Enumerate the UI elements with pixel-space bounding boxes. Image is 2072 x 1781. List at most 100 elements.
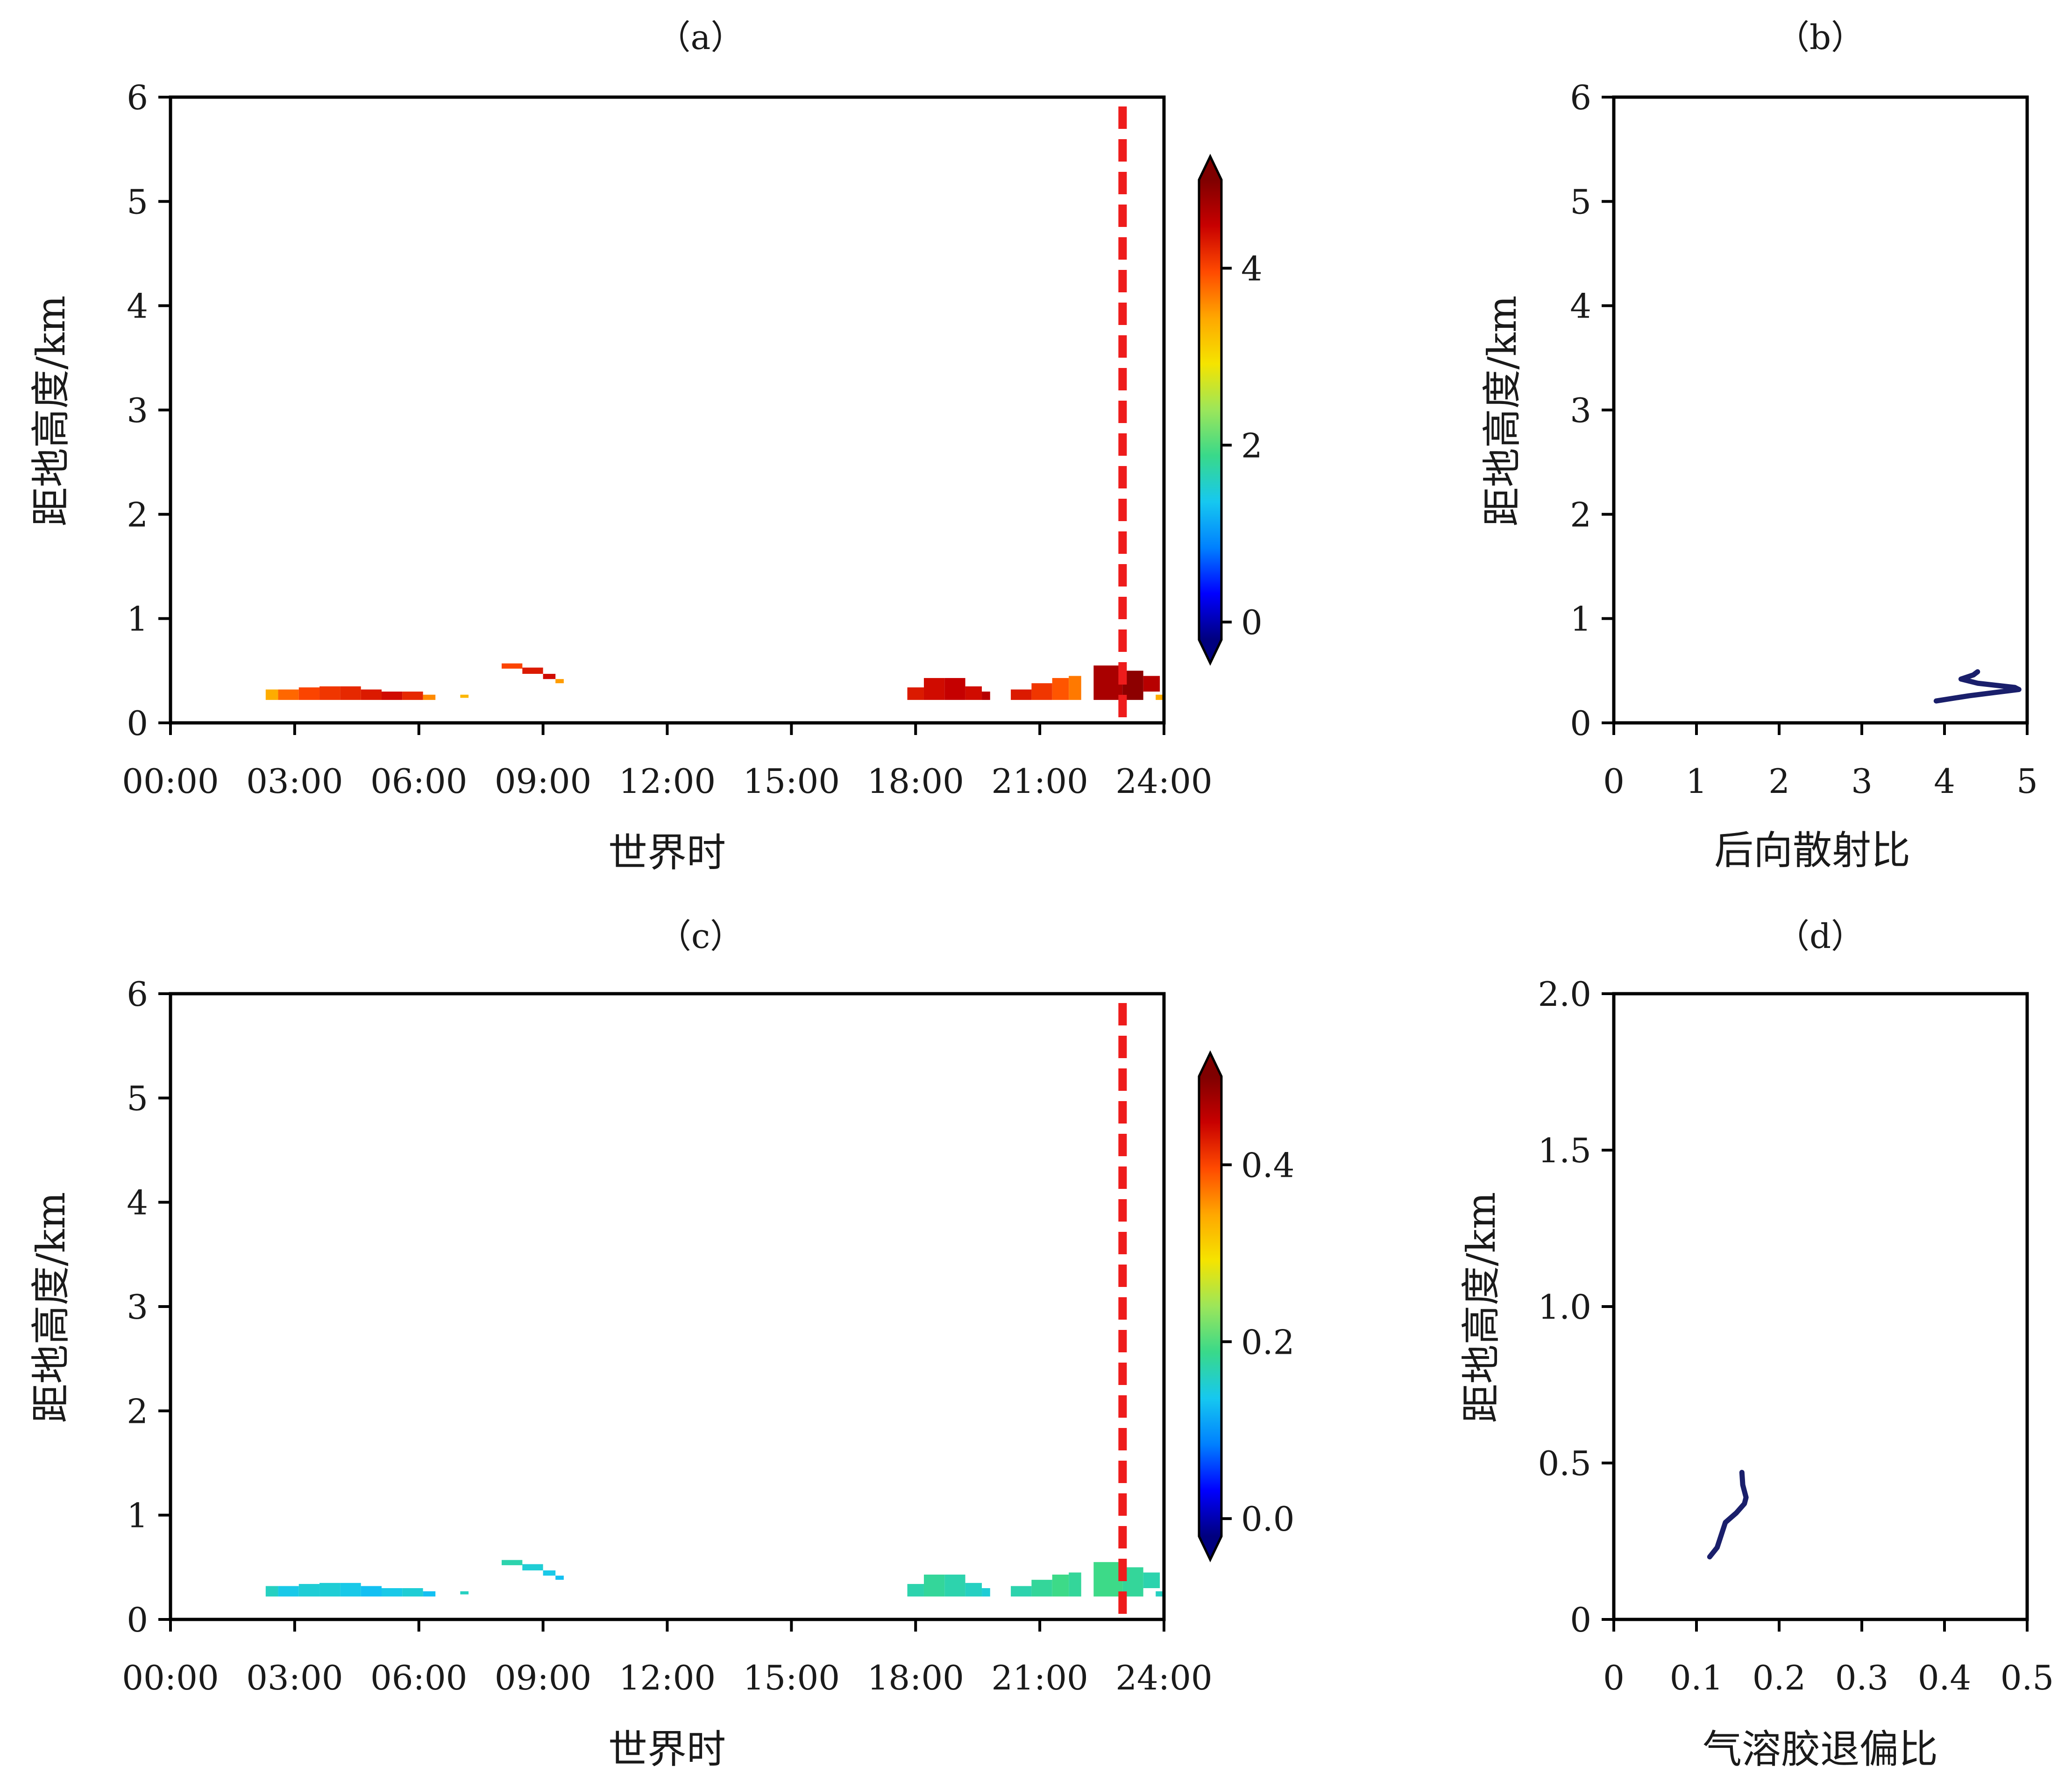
panel-c-title: （c） (658, 917, 744, 956)
panel-c-ylabel: 距地高度/km (28, 1192, 74, 1423)
x-tick-label: 0 (1603, 762, 1625, 801)
panel-a-colorbar: 0 2 4 (1198, 154, 1263, 666)
y-tick-label: 5 (1570, 182, 1591, 221)
panel-a-heatmap: （a） 00:00 03:00 06:00 09:00 12:00 15:00 18:00 2… (28, 18, 1263, 876)
y-tick-label: 2 (1570, 495, 1591, 534)
colorbar-min-extension (1199, 1536, 1221, 1560)
heatmap-cell (423, 694, 436, 700)
heatmap-cell (381, 1588, 403, 1597)
heatmap-cell (298, 1584, 320, 1597)
heatmap-cell (298, 687, 320, 700)
panel-b-axes-frame (1612, 95, 2029, 725)
x-tick-label: 3 (1851, 762, 1873, 801)
heatmap-cell (319, 1583, 341, 1597)
heatmap-cell (1069, 676, 1081, 700)
heatmap-cell (1143, 676, 1160, 692)
panel-a-ylabel: 距地高度/km (28, 296, 74, 527)
panel-b-y-axis: 0 1 2 3 4 5 6 (1570, 78, 1614, 743)
y-tick-label: 2.0 (1538, 975, 1591, 1014)
panel-d-profile-line (1707, 1470, 1749, 1560)
heatmap-cell (265, 689, 278, 700)
panel-c-x-axis: 00:00 03:00 06:00 09:00 12:00 15:00 18:00 21:00… (122, 1619, 1213, 1697)
heatmap-cell (543, 674, 556, 679)
heatmap-cell (1093, 665, 1123, 700)
heatmap-cell (522, 667, 543, 674)
heatmap-cell (1156, 1591, 1164, 1597)
panel-b-profile-line (1933, 669, 2022, 704)
y-tick-label: 6 (1570, 78, 1591, 117)
heatmap-cell (361, 1586, 382, 1597)
panel-a-xlabel: 世界时 (608, 830, 726, 876)
heatmap-cell (402, 692, 423, 700)
x-tick-label: 15:00 (743, 762, 840, 801)
y-tick-label: 3 (127, 1287, 148, 1327)
panel-a-cells (265, 663, 1164, 700)
y-tick-label: 4 (127, 1183, 148, 1223)
heatmap-cell (1011, 1586, 1032, 1597)
colorbar-tick-label: 0.2 (1241, 1322, 1295, 1362)
heatmap-cell (1052, 1574, 1069, 1597)
x-tick-label: 15:00 (743, 1658, 840, 1697)
panel-d-axes-frame (1612, 992, 2029, 1621)
heatmap-cell (1069, 1572, 1081, 1597)
panel-d-title: （d） (1776, 917, 1865, 956)
heatmap-cell (340, 686, 361, 700)
heatmap-cell (1156, 694, 1164, 700)
panel-b-title: （b） (1776, 18, 1865, 57)
x-tick-label: 1 (1686, 762, 1707, 801)
y-tick-label: 6 (127, 78, 148, 117)
panel-d-x-axis: 0 0.1 0.2 0.3 0.4 0.5 (1603, 1619, 2054, 1697)
heatmap-cell (555, 679, 564, 684)
x-tick-label: 03:00 (246, 1658, 343, 1697)
colorbar-gradient (1199, 180, 1221, 640)
x-tick-label: 0.1 (1670, 1658, 1724, 1697)
heatmap-cell (965, 686, 982, 700)
x-tick-label: 18:00 (867, 1658, 965, 1697)
heatmap-cell (278, 1586, 299, 1597)
heatmap-cell (1031, 683, 1052, 700)
colorbar-max-extension (1199, 156, 1221, 180)
y-tick-label: 1 (127, 600, 148, 639)
colorbar-outline (1198, 1050, 1223, 1562)
x-tick-label: 5 (2016, 762, 2038, 801)
heatmap-cell (907, 687, 924, 700)
x-tick-label: 0.3 (1835, 1658, 1889, 1697)
x-tick-label: 24:00 (1115, 762, 1213, 801)
heatmap-cell (361, 689, 382, 700)
heatmap-cell (423, 1591, 436, 1597)
x-tick-label: 09:00 (495, 1658, 592, 1697)
panel-d-y-axis: 0 0.5 1.0 1.5 2.0 (1538, 975, 1614, 1640)
panel-a-x-axis: 00:00 03:00 06:00 09:00 12:00 15:00 18:00 21:00… (122, 723, 1213, 801)
y-tick-label: 1 (127, 1496, 148, 1535)
panel-c-y-axis: 0 1 2 3 4 5 6 (127, 975, 170, 1640)
panel-b-profile: （b） 0 1 2 3 4 5 0 1 2 3 4 5 6 后向散射比 距地高度/km (1479, 18, 2038, 873)
panel-c-heatmap: （c） 00:00 03:00 06:00 09:00 12:00 15:00 18:00 2… (28, 917, 1295, 1772)
x-tick-label: 24:00 (1115, 1658, 1213, 1697)
x-tick-label: 12:00 (619, 1658, 716, 1697)
heatmap-cell (965, 1583, 982, 1597)
x-tick-label: 4 (1934, 762, 1955, 801)
x-tick-label: 21:00 (991, 762, 1088, 801)
x-tick-label: 12:00 (619, 762, 716, 801)
heatmap-cell (982, 1588, 990, 1597)
y-tick-label: 5 (127, 182, 148, 221)
heatmap-cell (555, 1576, 564, 1580)
y-tick-label: 1.0 (1538, 1287, 1591, 1327)
colorbar-tick-label: 2 (1241, 426, 1263, 465)
colorbar-max-extension (1199, 1053, 1221, 1076)
y-tick-label: 4 (127, 287, 148, 326)
panel-a-title: （a） (657, 18, 745, 57)
heatmap-cell (522, 1564, 543, 1571)
y-tick-label: 1 (1570, 600, 1591, 639)
y-tick-label: 2 (127, 495, 148, 534)
x-tick-label: 0.5 (2001, 1658, 2054, 1697)
y-tick-label: 1.5 (1538, 1131, 1591, 1170)
x-tick-label: 09:00 (495, 762, 592, 801)
panel-c-axes-frame (169, 992, 1166, 1621)
heatmap-cell (923, 678, 945, 700)
heatmap-cell (907, 1584, 924, 1597)
colorbar-tick-label: 0.4 (1241, 1145, 1295, 1185)
panel-c-colorbar: 0.0 0.2 0.4 (1198, 1050, 1295, 1562)
heatmap-cell (460, 1591, 469, 1595)
